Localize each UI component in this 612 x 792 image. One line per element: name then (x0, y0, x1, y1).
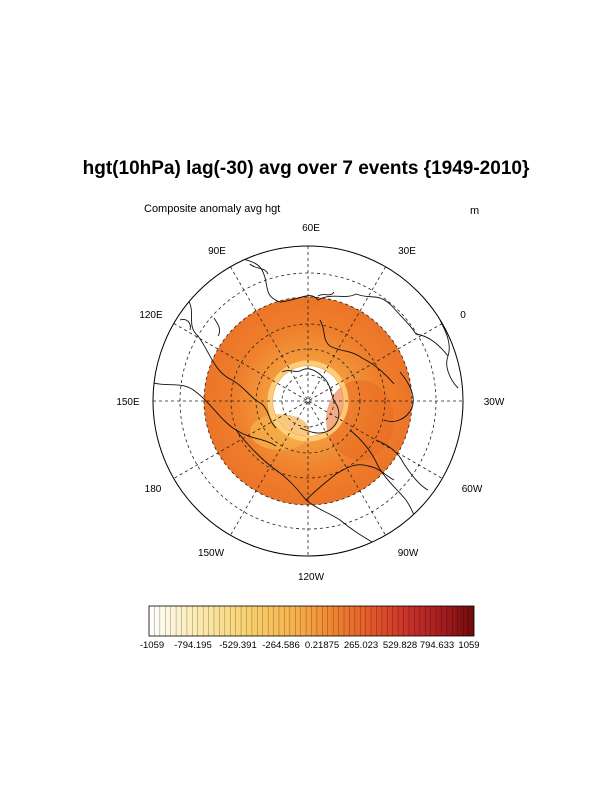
lon-label: 180 (145, 484, 162, 495)
lon-label: 90W (398, 548, 419, 559)
graticule (153, 246, 463, 556)
lon-label: 60W (462, 484, 483, 495)
colorbar-tick-label: 529.828 (382, 640, 418, 651)
colorbar-tick-label: 794.633 (419, 640, 455, 651)
lon-label: 90E (208, 246, 226, 257)
lon-label: 120W (298, 572, 325, 583)
lon-label: 60E (302, 223, 320, 234)
colorbar-tick-label: -1059 (139, 640, 165, 651)
colorbar-tick-label: 1059 (458, 640, 480, 651)
lon-label: 120E (139, 310, 163, 321)
colorbar (148, 605, 475, 637)
lon-label: 150W (198, 548, 225, 559)
lon-label: 150E (116, 397, 140, 408)
colorbar-tick-label: -529.391 (219, 640, 257, 651)
lon-label: 0 (460, 310, 466, 321)
colorbar-labels: -1059 -794.195 -529.391 -264.586 0.21875… (0, 640, 612, 656)
map-boundary (152, 245, 464, 557)
colorbar-tick-label: -794.195 (174, 640, 212, 651)
lon-label: 30W (484, 397, 505, 408)
field-description: Composite anomaly avg hgt (144, 203, 281, 215)
colorbar-tick-label: -264.586 (262, 640, 300, 651)
colorbar-tick-label: 0.21875 (304, 640, 340, 651)
units-label: m (470, 205, 480, 217)
lon-label: 30E (398, 246, 416, 257)
longitude-labels: 60E 30E 0 30W 60W 90W 120W 150W 180 150E… (116, 223, 505, 583)
anomaly-field (204, 297, 413, 506)
plot-title: hgt(10hPa) lag(-30) avg over 7 events {1… (82, 158, 530, 179)
colorbar-tick-label: 265.023 (343, 640, 379, 651)
